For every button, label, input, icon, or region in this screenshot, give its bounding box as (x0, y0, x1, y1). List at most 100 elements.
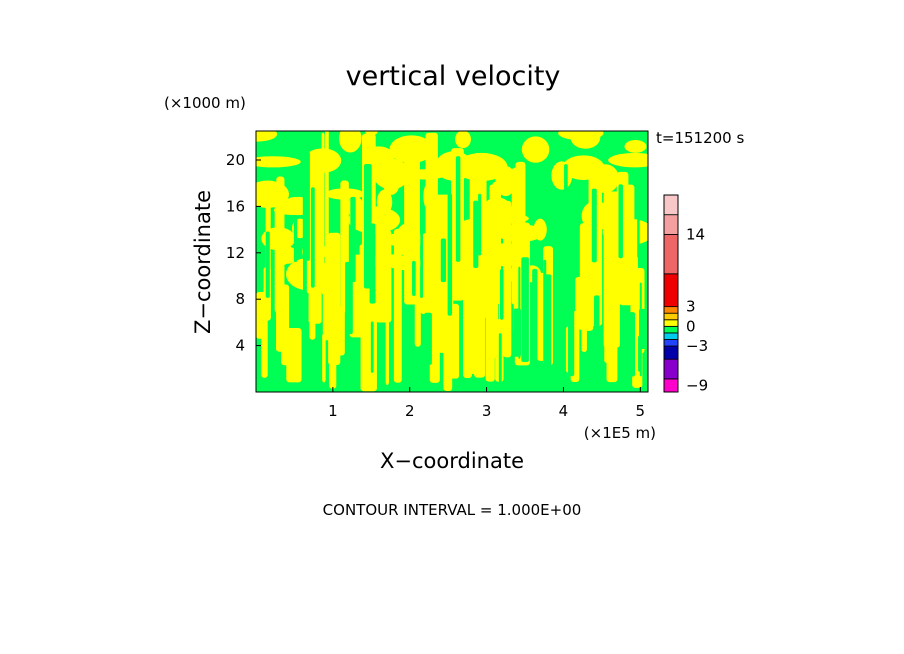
field-cell (275, 240, 292, 265)
field-cell (591, 188, 597, 263)
time-label: t=151200 s (656, 129, 744, 147)
field-cell (608, 152, 648, 168)
field-cell (513, 308, 521, 357)
x-axis-label: X−coordinate (380, 449, 524, 473)
field-cell (420, 203, 423, 298)
field-cell (385, 233, 409, 246)
field-cell (570, 131, 601, 149)
x-tick-label: 3 (482, 402, 492, 420)
colorbar-tick-label: 0 (686, 317, 696, 335)
field-cell (425, 205, 455, 219)
field-cell (347, 272, 352, 332)
field-cell (328, 232, 341, 365)
field-cell (637, 216, 640, 258)
y-axis-ticks: 4 8 12 16 20 (226, 151, 261, 355)
colorbar-level (663, 339, 679, 347)
field-cell (256, 131, 278, 142)
x-tick-label: 4 (559, 402, 569, 420)
field-cell (365, 131, 378, 136)
field-cell (455, 156, 461, 262)
y-tick-label: 4 (235, 337, 245, 355)
y-tick-label: 12 (226, 244, 245, 262)
field-cell (602, 218, 648, 246)
field-cell (376, 189, 393, 215)
field-cell (256, 180, 290, 208)
field-cell (466, 278, 474, 352)
field-cell (275, 191, 284, 352)
colorbar (663, 194, 679, 393)
field-cell (506, 268, 519, 282)
field-cell (304, 148, 342, 173)
field-cell (558, 232, 566, 280)
field-cell (286, 328, 302, 383)
field-cell (455, 152, 508, 182)
colorbar-frame (663, 194, 679, 393)
x-unit-label: (×1E5 m) (584, 424, 656, 442)
field-cell (479, 213, 529, 224)
field-cell (624, 139, 647, 153)
field-cell (369, 223, 376, 304)
field-cell (575, 276, 587, 330)
field-cell (638, 335, 642, 372)
x-axis-ticks: 1 2 3 4 5 (328, 387, 645, 420)
field-cell (618, 184, 623, 259)
field-cell (401, 169, 447, 180)
field-cell (628, 312, 636, 377)
field-cell (412, 260, 416, 297)
y-axis-label: Z−coordinate (191, 190, 215, 334)
field-cell (447, 193, 453, 316)
field-cell (615, 267, 642, 285)
field-cell (389, 135, 434, 164)
field-cell (498, 333, 502, 388)
field-cell (385, 252, 389, 385)
contour-interval-label: CONTOUR INTERVAL = 1.000E+00 (323, 501, 582, 519)
y-tick-label: 20 (226, 151, 245, 169)
field-cell (338, 131, 362, 153)
field-cell (440, 238, 446, 283)
field-cell (302, 203, 307, 323)
colorbar-tick-label: 14 (686, 225, 705, 243)
field-cell (499, 268, 504, 320)
colorbar-level (663, 306, 679, 314)
field-cell (521, 136, 550, 163)
field-cell (310, 187, 315, 288)
y-tick-label: 16 (226, 197, 245, 215)
field-cell (293, 214, 298, 263)
field-cell (423, 181, 437, 212)
colorbar-level (663, 233, 679, 275)
chart-title: vertical velocity (346, 61, 561, 92)
field-cell (285, 257, 331, 291)
field-cell (370, 321, 374, 373)
field-cell (365, 186, 368, 268)
x-tick-label: 1 (328, 402, 338, 420)
field-cell (350, 196, 356, 283)
field-cell (375, 230, 392, 323)
y-unit-label: (×1000 m) (164, 94, 246, 112)
colorbar-tick-label: 3 (686, 298, 696, 316)
field-cell (473, 200, 479, 268)
colorbar-tick-label: −3 (686, 337, 708, 355)
plot-frame (255, 130, 649, 393)
colorbar-level (663, 194, 679, 216)
field-cell (322, 333, 326, 383)
field-cell (568, 273, 575, 377)
field-cell (478, 193, 482, 256)
field-cell (474, 285, 486, 378)
colorbar-level (663, 273, 679, 308)
colorbar-level (663, 378, 679, 393)
field-cell (566, 253, 569, 316)
colorbar-level (663, 312, 679, 321)
field-cell (368, 254, 411, 268)
colorbar-level (663, 319, 679, 327)
field-cell (424, 312, 432, 365)
field-cell (562, 155, 605, 180)
field-cell (256, 156, 301, 168)
colorbar-labels: 14 30 −3 −9 (686, 225, 708, 394)
field-cell (594, 295, 600, 345)
y-tick-label: 8 (235, 290, 245, 308)
field-cell (496, 224, 544, 242)
x-tick-label: 2 (405, 402, 415, 420)
field-cell (414, 296, 421, 347)
field-cell (261, 293, 268, 378)
field-cell (455, 131, 471, 149)
